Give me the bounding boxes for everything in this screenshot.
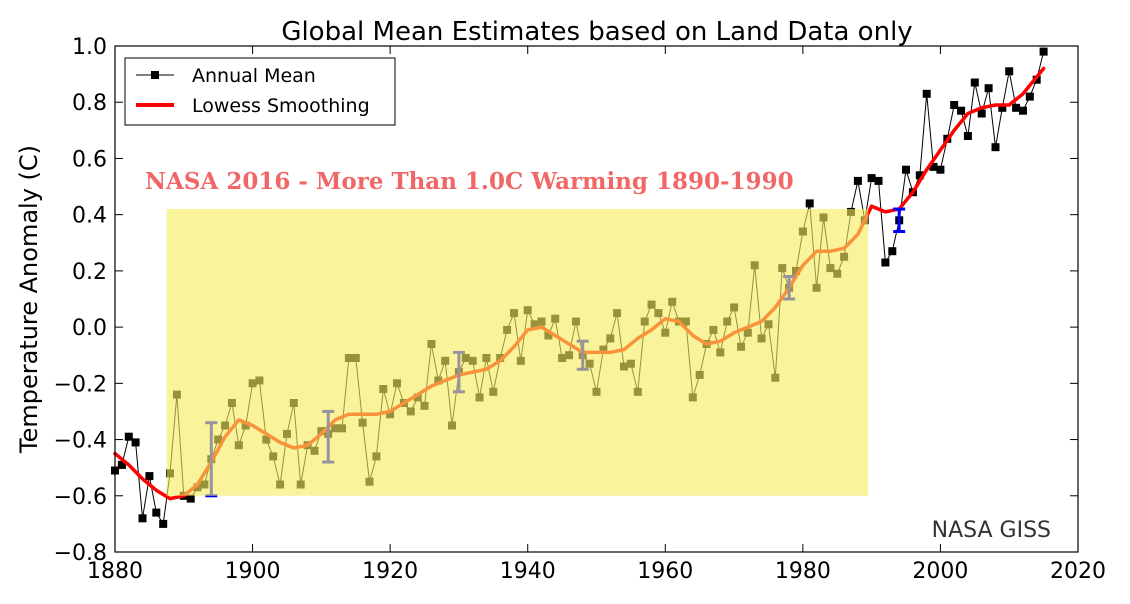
annual-mean-marker [881, 258, 890, 267]
annual-mean-marker [957, 106, 966, 115]
annual-mean-marker [853, 176, 862, 185]
annual-mean-marker [922, 89, 931, 98]
x-tick-label: 1940 [500, 559, 556, 584]
annual-mean-marker [902, 165, 910, 174]
annual-mean-marker [805, 199, 814, 208]
annotation-text: NASA 2016 - More Than 1.0C Warming 1890-… [145, 168, 794, 195]
annual-mean-marker [131, 438, 140, 447]
annual-mean-marker [888, 247, 897, 256]
chart-title: Global Mean Estimates based on Land Data… [281, 17, 912, 47]
annual-mean-marker [159, 519, 168, 528]
annual-mean-marker [929, 162, 938, 171]
annual-mean-marker [1032, 75, 1041, 84]
annual-mean-marker [874, 176, 883, 185]
annual-mean-marker [152, 508, 161, 517]
annual-mean-marker [145, 472, 154, 481]
legend-label-lowess: Lowess Smoothing [192, 95, 370, 117]
legend-label-annual-mean: Annual Mean [192, 65, 316, 87]
annual-mean-marker [950, 101, 959, 109]
annual-mean-marker [1005, 67, 1014, 76]
y-axis-label: Temperature Anomaly (C) [15, 145, 43, 454]
x-tick-label: 2020 [1050, 559, 1106, 584]
x-tick-label: 2000 [912, 559, 968, 584]
annual-mean-marker [936, 165, 945, 174]
legend: Annual Mean Lowess Smoothing [124, 57, 396, 126]
y-tick-label: 0.6 [72, 147, 107, 172]
annual-mean-marker [963, 132, 972, 140]
y-tick-label: −0.4 [54, 429, 107, 454]
y-tick-label: 1.0 [72, 35, 107, 60]
annual-mean-marker [867, 174, 876, 183]
y-tick-label: −0.8 [54, 541, 107, 566]
y-tick-label: −0.2 [54, 372, 107, 397]
annual-mean-marker [915, 171, 924, 180]
y-tick-label: −0.6 [54, 485, 107, 510]
legend-box [124, 57, 396, 126]
x-tick-label: 1900 [225, 559, 281, 584]
plot-frame [114, 45, 1079, 553]
annual-mean-marker [1019, 106, 1027, 115]
annual-mean-marker [1025, 92, 1034, 101]
legend-mean-marker [151, 71, 159, 79]
annual-mean-marker [998, 103, 1007, 112]
watermark-text: NASA GISS [932, 518, 1051, 543]
annual-mean-marker [138, 514, 147, 523]
annual-mean-marker [1039, 47, 1048, 56]
x-tick-label: 1980 [775, 559, 831, 584]
annual-mean-marker [117, 460, 126, 469]
annual-mean-marker [124, 432, 133, 441]
annual-mean-marker [186, 494, 195, 503]
annual-mean-marker [977, 109, 986, 118]
x-tick-label: 1920 [362, 559, 418, 584]
annual-mean-marker [1012, 103, 1021, 112]
annual-mean-marker [970, 78, 979, 87]
annual-mean-marker [984, 84, 993, 93]
annual-mean-marker [991, 143, 1000, 152]
x-tick-label: 1880 [87, 559, 143, 584]
x-tick-label: 1960 [637, 559, 693, 584]
y-tick-label: 0.0 [72, 316, 107, 341]
y-tick-label: 0.4 [72, 204, 107, 229]
y-tick-label: 0.2 [72, 260, 107, 285]
highlight-region [166, 209, 869, 496]
y-tick-label: 0.8 [72, 91, 107, 116]
